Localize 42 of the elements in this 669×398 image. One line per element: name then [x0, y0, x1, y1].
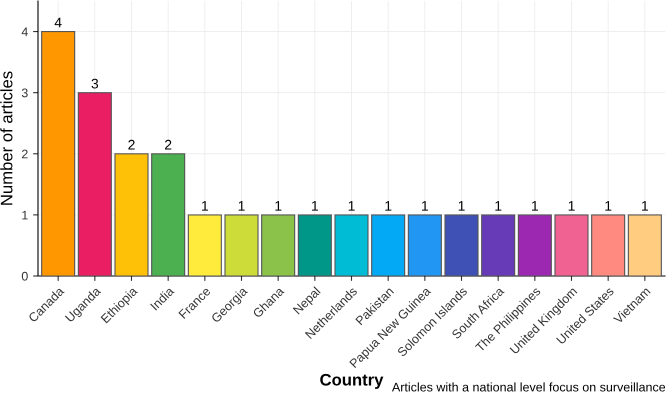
bar	[261, 214, 296, 276]
data-label: 2	[128, 140, 135, 150]
bar	[114, 153, 149, 276]
bar	[334, 214, 369, 276]
data-label: 1	[312, 201, 318, 211]
x-axis-title: Country	[320, 374, 384, 389]
y-tick-label: 4	[22, 27, 28, 36]
bar	[188, 214, 222, 276]
y-tick-label: 1	[22, 210, 28, 220]
data-label: 1	[605, 201, 612, 211]
data-label: 1	[422, 201, 428, 211]
bar	[298, 214, 332, 276]
bar	[554, 214, 589, 276]
data-label: 1	[642, 201, 648, 211]
bar	[444, 214, 479, 276]
y-tick-label: 3	[22, 88, 28, 98]
data-label: 2	[165, 140, 172, 150]
bar	[628, 214, 662, 276]
text: Articles with a national level focus on surveillance	[392, 382, 666, 392]
bar	[408, 214, 442, 276]
y-tick-label: 0	[22, 272, 28, 281]
bar	[78, 92, 112, 276]
data-label: 1	[348, 201, 355, 211]
data-label: 1	[202, 201, 208, 211]
data-label: 1	[495, 201, 502, 211]
bar	[518, 214, 552, 276]
y-axis-title: Number of articles	[0, 71, 12, 205]
bar	[41, 31, 76, 276]
data-label: 1	[458, 201, 465, 211]
bar	[151, 153, 186, 276]
bar	[481, 214, 516, 276]
data-label: 1	[275, 201, 282, 211]
data-label: 1	[238, 201, 245, 211]
data-label: 1	[385, 201, 392, 211]
data-label: 3	[92, 78, 98, 89]
bar	[371, 214, 406, 276]
bar	[224, 214, 259, 276]
data-label: 1	[532, 201, 538, 211]
bar	[591, 214, 626, 276]
data-label: 4	[54, 18, 62, 28]
y-tick-label: 2	[22, 150, 28, 158]
data-label: 1	[568, 201, 575, 211]
